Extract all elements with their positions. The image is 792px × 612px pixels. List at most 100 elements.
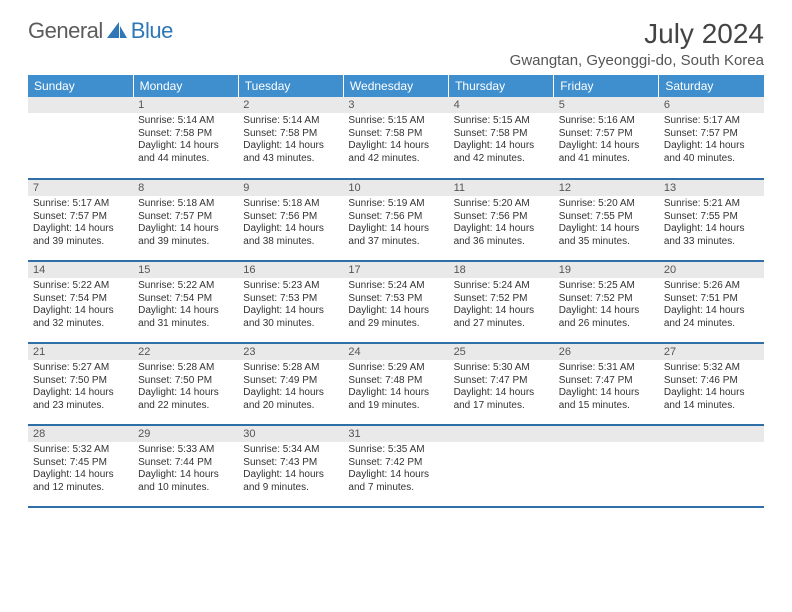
dow-friday: Friday [554, 75, 659, 97]
day-number: 18 [449, 262, 554, 278]
daylight-text: Daylight: 14 hours and 33 minutes. [664, 223, 759, 248]
daylight-text: Daylight: 14 hours and 40 minutes. [664, 140, 759, 165]
sunset-text: Sunset: 7:54 PM [138, 293, 233, 306]
day-details: Sunrise: 5:22 AMSunset: 7:54 PMDaylight:… [133, 278, 238, 333]
sunrise-text: Sunrise: 5:34 AM [243, 444, 338, 457]
day-cell: 21Sunrise: 5:27 AMSunset: 7:50 PMDayligh… [28, 343, 133, 425]
month-title: July 2024 [510, 18, 764, 50]
daylight-text: Daylight: 14 hours and 32 minutes. [33, 305, 128, 330]
daynum-bar-empty [28, 97, 133, 113]
daylight-text: Daylight: 14 hours and 37 minutes. [348, 223, 443, 248]
day-details: Sunrise: 5:29 AMSunset: 7:48 PMDaylight:… [343, 360, 448, 415]
day-number: 5 [554, 97, 659, 113]
sunrise-text: Sunrise: 5:25 AM [559, 280, 654, 293]
sunrise-text: Sunrise: 5:35 AM [348, 444, 443, 457]
day-cell: 24Sunrise: 5:29 AMSunset: 7:48 PMDayligh… [343, 343, 448, 425]
day-details: Sunrise: 5:28 AMSunset: 7:50 PMDaylight:… [133, 360, 238, 415]
sunrise-text: Sunrise: 5:17 AM [664, 115, 759, 128]
daylight-text: Daylight: 14 hours and 44 minutes. [138, 140, 233, 165]
day-cell: 30Sunrise: 5:34 AMSunset: 7:43 PMDayligh… [238, 425, 343, 507]
day-number: 11 [449, 180, 554, 196]
day-number: 26 [554, 344, 659, 360]
sunrise-text: Sunrise: 5:28 AM [138, 362, 233, 375]
daylight-text: Daylight: 14 hours and 42 minutes. [348, 140, 443, 165]
day-details: Sunrise: 5:33 AMSunset: 7:44 PMDaylight:… [133, 442, 238, 497]
dow-wednesday: Wednesday [343, 75, 448, 97]
sunset-text: Sunset: 7:46 PM [664, 375, 759, 388]
dow-saturday: Saturday [659, 75, 764, 97]
day-number: 6 [659, 97, 764, 113]
sunrise-text: Sunrise: 5:20 AM [454, 198, 549, 211]
sunset-text: Sunset: 7:43 PM [243, 457, 338, 470]
day-cell: 3Sunrise: 5:15 AMSunset: 7:58 PMDaylight… [343, 97, 448, 179]
daylight-text: Daylight: 14 hours and 38 minutes. [243, 223, 338, 248]
day-number: 23 [238, 344, 343, 360]
day-number: 28 [28, 426, 133, 442]
day-cell [554, 425, 659, 507]
day-details: Sunrise: 5:14 AMSunset: 7:58 PMDaylight:… [133, 113, 238, 168]
sunrise-text: Sunrise: 5:22 AM [138, 280, 233, 293]
sunset-text: Sunset: 7:56 PM [348, 211, 443, 224]
sunset-text: Sunset: 7:55 PM [664, 211, 759, 224]
day-number: 3 [343, 97, 448, 113]
sunset-text: Sunset: 7:57 PM [559, 128, 654, 141]
brand-logo: General Blue [28, 18, 173, 44]
sunset-text: Sunset: 7:51 PM [664, 293, 759, 306]
day-number: 4 [449, 97, 554, 113]
day-number: 22 [133, 344, 238, 360]
sunrise-text: Sunrise: 5:23 AM [243, 280, 338, 293]
sunset-text: Sunset: 7:44 PM [138, 457, 233, 470]
day-cell: 26Sunrise: 5:31 AMSunset: 7:47 PMDayligh… [554, 343, 659, 425]
brand-text-blue: Blue [131, 18, 173, 44]
daylight-text: Daylight: 14 hours and 9 minutes. [243, 469, 338, 494]
day-details: Sunrise: 5:23 AMSunset: 7:53 PMDaylight:… [238, 278, 343, 333]
sunset-text: Sunset: 7:54 PM [33, 293, 128, 306]
sunset-text: Sunset: 7:53 PM [348, 293, 443, 306]
daylight-text: Daylight: 14 hours and 17 minutes. [454, 387, 549, 412]
sunrise-text: Sunrise: 5:32 AM [664, 362, 759, 375]
day-cell: 6Sunrise: 5:17 AMSunset: 7:57 PMDaylight… [659, 97, 764, 179]
sunset-text: Sunset: 7:45 PM [33, 457, 128, 470]
day-number: 1 [133, 97, 238, 113]
brand-sail-icon [105, 20, 129, 42]
day-number: 9 [238, 180, 343, 196]
day-number: 7 [28, 180, 133, 196]
daylight-text: Daylight: 14 hours and 24 minutes. [664, 305, 759, 330]
day-details: Sunrise: 5:34 AMSunset: 7:43 PMDaylight:… [238, 442, 343, 497]
daylight-text: Daylight: 14 hours and 29 minutes. [348, 305, 443, 330]
sunset-text: Sunset: 7:49 PM [243, 375, 338, 388]
day-cell: 18Sunrise: 5:24 AMSunset: 7:52 PMDayligh… [449, 261, 554, 343]
sunset-text: Sunset: 7:57 PM [138, 211, 233, 224]
day-cell: 10Sunrise: 5:19 AMSunset: 7:56 PMDayligh… [343, 179, 448, 261]
daylight-text: Daylight: 14 hours and 26 minutes. [559, 305, 654, 330]
location-label: Gwangtan, Gyeonggi-do, South Korea [510, 52, 764, 69]
day-details: Sunrise: 5:14 AMSunset: 7:58 PMDaylight:… [238, 113, 343, 168]
day-cell: 11 Sunrise: 5:20 AMSunset: 7:56 PMDayligh… [449, 179, 554, 261]
sunset-text: Sunset: 7:58 PM [138, 128, 233, 141]
day-details: Sunrise: 5:19 AMSunset: 7:56 PMDaylight:… [343, 196, 448, 251]
day-number: 21 [28, 344, 133, 360]
day-cell: 12Sunrise: 5:20 AMSunset: 7:55 PMDayligh… [554, 179, 659, 261]
day-cell: 19Sunrise: 5:25 AMSunset: 7:52 PMDayligh… [554, 261, 659, 343]
sunset-text: Sunset: 7:58 PM [454, 128, 549, 141]
daylight-text: Daylight: 14 hours and 23 minutes. [33, 387, 128, 412]
day-details: Sunrise: 5:32 AMSunset: 7:46 PMDaylight:… [659, 360, 764, 415]
day-cell [449, 425, 554, 507]
daylight-text: Daylight: 14 hours and 39 minutes. [33, 223, 128, 248]
day-cell: 2Sunrise: 5:14 AMSunset: 7:58 PMDaylight… [238, 97, 343, 179]
day-cell: 4Sunrise: 5:15 AMSunset: 7:58 PMDaylight… [449, 97, 554, 179]
sunset-text: Sunset: 7:42 PM [348, 457, 443, 470]
day-details: Sunrise: 5:17 AMSunset: 7:57 PMDaylight:… [28, 196, 133, 251]
week-row: 21Sunrise: 5:27 AMSunset: 7:50 PMDayligh… [28, 343, 764, 425]
day-number: 15 [133, 262, 238, 278]
daylight-text: Daylight: 14 hours and 10 minutes. [138, 469, 233, 494]
daylight-text: Daylight: 14 hours and 7 minutes. [348, 469, 443, 494]
daylight-text: Daylight: 14 hours and 41 minutes. [559, 140, 654, 165]
day-cell: 13Sunrise: 5:21 AMSunset: 7:55 PMDayligh… [659, 179, 764, 261]
sunset-text: Sunset: 7:50 PM [138, 375, 233, 388]
day-cell: 31Sunrise: 5:35 AMSunset: 7:42 PMDayligh… [343, 425, 448, 507]
day-details: Sunrise: 5:15 AMSunset: 7:58 PMDaylight:… [449, 113, 554, 168]
sunset-text: Sunset: 7:56 PM [454, 211, 549, 224]
sunset-text: Sunset: 7:50 PM [33, 375, 128, 388]
daylight-text: Daylight: 14 hours and 36 minutes. [454, 223, 549, 248]
